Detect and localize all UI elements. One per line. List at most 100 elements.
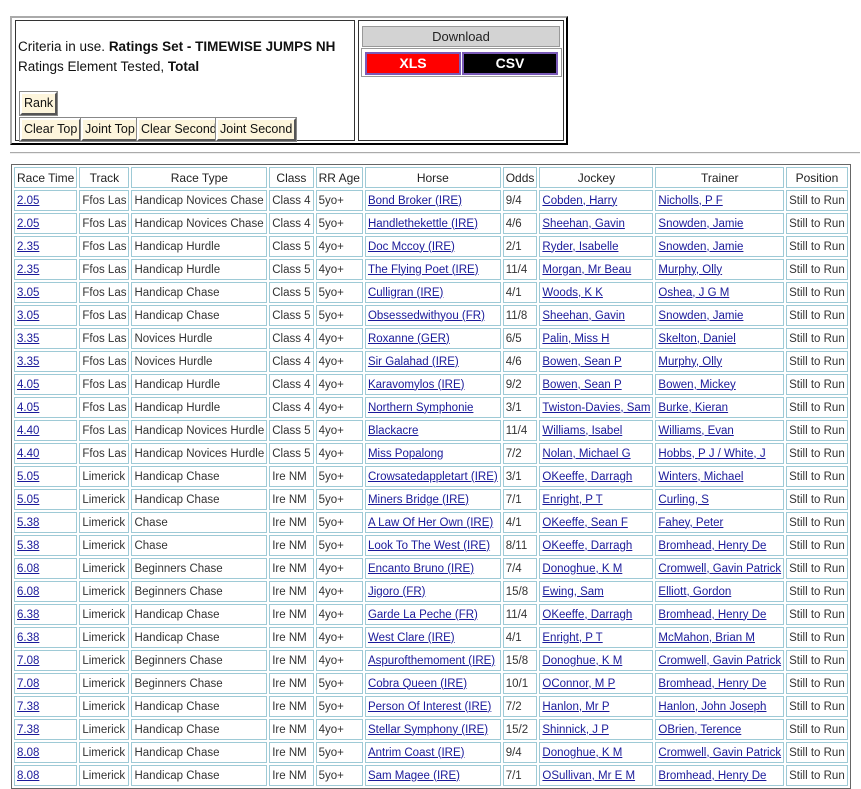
race-time-link[interactable]: 5.05: [17, 470, 40, 483]
race-time-link[interactable]: 6.08: [17, 562, 40, 575]
trainer-link[interactable]: Bromhead, Henry De: [658, 769, 767, 782]
jockey-link[interactable]: Donoghue, K M: [542, 746, 623, 759]
jockey-link[interactable]: Palin, Miss H: [542, 332, 610, 345]
jockey-link[interactable]: OKeeffe, Darragh: [542, 608, 633, 621]
jockey-link[interactable]: Cobden, Harry: [542, 194, 618, 207]
trainer-link[interactable]: Cromwell, Gavin Patrick: [658, 746, 782, 759]
horse-link[interactable]: Crowsatedappletart (IRE): [367, 470, 498, 483]
trainer-link[interactable]: Cromwell, Gavin Patrick: [658, 654, 782, 667]
horse-link[interactable]: Stellar Symphony (IRE): [367, 723, 489, 736]
joint-second-button[interactable]: Joint Second: [214, 117, 298, 142]
trainer-link[interactable]: Fahey, Peter: [658, 516, 724, 529]
trainer-link[interactable]: Murphy, Olly: [658, 355, 723, 368]
horse-link[interactable]: Sam Magee (IRE): [367, 769, 460, 782]
trainer-link[interactable]: Hanlon, John Joseph: [658, 700, 767, 713]
race-time-link[interactable]: 7.38: [17, 723, 40, 736]
jockey-link[interactable]: Sheehan, Gavin: [542, 217, 625, 230]
horse-link[interactable]: Jigoro (FR): [367, 585, 426, 598]
jockey-link[interactable]: Bowen, Sean P: [542, 355, 622, 368]
horse-link[interactable]: Northern Symphonie: [367, 401, 474, 414]
clear-second-button[interactable]: Clear Second: [136, 117, 222, 142]
trainer-link[interactable]: OBrien, Terence: [658, 723, 742, 736]
jockey-link[interactable]: Morgan, Mr Beau: [542, 263, 632, 276]
jockey-link[interactable]: Donoghue, K M: [542, 562, 623, 575]
horse-link[interactable]: Handlethekettle (IRE): [367, 217, 478, 230]
jockey-link[interactable]: OKeeffe, Darragh: [542, 539, 633, 552]
race-time-link[interactable]: 2.05: [17, 217, 40, 230]
jockey-link[interactable]: Williams, Isabel: [542, 424, 623, 437]
xls-download-button[interactable]: XLS: [365, 52, 461, 75]
race-time-link[interactable]: 8.08: [17, 746, 40, 759]
trainer-link[interactable]: Bromhead, Henry De: [658, 608, 767, 621]
horse-link[interactable]: Obsessedwithyou (FR): [367, 309, 485, 322]
horse-link[interactable]: Miss Popalong: [367, 447, 444, 460]
trainer-link[interactable]: Williams, Evan: [658, 424, 734, 437]
trainer-link[interactable]: Nicholls, P F: [658, 194, 723, 207]
jockey-link[interactable]: OConnor, M P: [542, 677, 616, 690]
jockey-link[interactable]: Ewing, Sam: [542, 585, 604, 598]
jockey-link[interactable]: Sheehan, Gavin: [542, 309, 625, 322]
horse-link[interactable]: Blackacre: [367, 424, 419, 437]
race-time-link[interactable]: 2.35: [17, 240, 40, 253]
trainer-link[interactable]: Murphy, Olly: [658, 263, 723, 276]
race-time-link[interactable]: 6.08: [17, 585, 40, 598]
race-time-link[interactable]: 3.05: [17, 286, 40, 299]
race-time-link[interactable]: 3.35: [17, 355, 40, 368]
jockey-link[interactable]: Bowen, Sean P: [542, 378, 622, 391]
race-time-link[interactable]: 6.38: [17, 631, 40, 644]
horse-link[interactable]: Bond Broker (IRE): [367, 194, 462, 207]
trainer-link[interactable]: Snowden, Jamie: [658, 240, 744, 253]
trainer-link[interactable]: Bromhead, Henry De: [658, 677, 767, 690]
trainer-link[interactable]: Oshea, J G M: [658, 286, 730, 299]
jockey-link[interactable]: Hanlon, Mr P: [542, 700, 610, 713]
race-time-link[interactable]: 2.05: [17, 194, 40, 207]
trainer-link[interactable]: Winters, Michael: [658, 470, 744, 483]
horse-link[interactable]: Karavomylos (IRE): [367, 378, 465, 391]
race-time-link[interactable]: 4.05: [17, 378, 40, 391]
race-time-link[interactable]: 7.08: [17, 654, 40, 667]
race-time-link[interactable]: 3.05: [17, 309, 40, 322]
jockey-link[interactable]: Twiston-Davies, Sam: [542, 401, 651, 414]
jockey-link[interactable]: Donoghue, K M: [542, 654, 623, 667]
horse-link[interactable]: Miners Bridge (IRE): [367, 493, 469, 506]
jockey-link[interactable]: OKeeffe, Darragh: [542, 470, 633, 483]
jockey-link[interactable]: Shinnick, J P: [542, 723, 609, 736]
horse-link[interactable]: Doc Mccoy (IRE): [367, 240, 455, 253]
race-time-link[interactable]: 7.08: [17, 677, 40, 690]
jockey-link[interactable]: Ryder, Isabelle: [542, 240, 619, 253]
trainer-link[interactable]: Elliott, Gordon: [658, 585, 732, 598]
rank-button[interactable]: Rank: [18, 91, 59, 116]
csv-download-button[interactable]: CSV: [462, 52, 558, 75]
trainer-link[interactable]: Bowen, Mickey: [658, 378, 736, 391]
race-time-link[interactable]: 4.40: [17, 424, 40, 437]
jockey-link[interactable]: Nolan, Michael G: [542, 447, 631, 460]
jockey-link[interactable]: Enright, P T: [542, 493, 603, 506]
trainer-link[interactable]: Skelton, Daniel: [658, 332, 736, 345]
trainer-link[interactable]: Burke, Kieran: [658, 401, 729, 414]
race-time-link[interactable]: 7.38: [17, 700, 40, 713]
race-time-link[interactable]: 3.35: [17, 332, 40, 345]
horse-link[interactable]: Cobra Queen (IRE): [367, 677, 468, 690]
trainer-link[interactable]: Curling, S: [658, 493, 709, 506]
race-time-link[interactable]: 5.38: [17, 539, 40, 552]
race-time-link[interactable]: 5.05: [17, 493, 40, 506]
jockey-link[interactable]: OSullivan, Mr E M: [542, 769, 636, 782]
trainer-link[interactable]: Snowden, Jamie: [658, 309, 744, 322]
horse-link[interactable]: Garde La Peche (FR): [367, 608, 478, 621]
race-time-link[interactable]: 5.38: [17, 516, 40, 529]
race-time-link[interactable]: 4.05: [17, 401, 40, 414]
jockey-link[interactable]: OKeeffe, Sean F: [542, 516, 628, 529]
horse-link[interactable]: Culligran (IRE): [367, 286, 444, 299]
horse-link[interactable]: Aspurofthemoment (IRE): [367, 654, 496, 667]
horse-link[interactable]: Encanto Bruno (IRE): [367, 562, 475, 575]
race-time-link[interactable]: 2.35: [17, 263, 40, 276]
trainer-link[interactable]: Hobbs, P J / White, J: [658, 447, 766, 460]
horse-link[interactable]: A Law Of Her Own (IRE): [367, 516, 494, 529]
race-time-link[interactable]: 4.40: [17, 447, 40, 460]
clear-top-button[interactable]: Clear Top: [18, 117, 83, 142]
horse-link[interactable]: West Clare (IRE): [367, 631, 455, 644]
jockey-link[interactable]: Enright, P T: [542, 631, 603, 644]
race-time-link[interactable]: 8.08: [17, 769, 40, 782]
trainer-link[interactable]: McMahon, Brian M: [658, 631, 755, 644]
trainer-link[interactable]: Snowden, Jamie: [658, 217, 744, 230]
